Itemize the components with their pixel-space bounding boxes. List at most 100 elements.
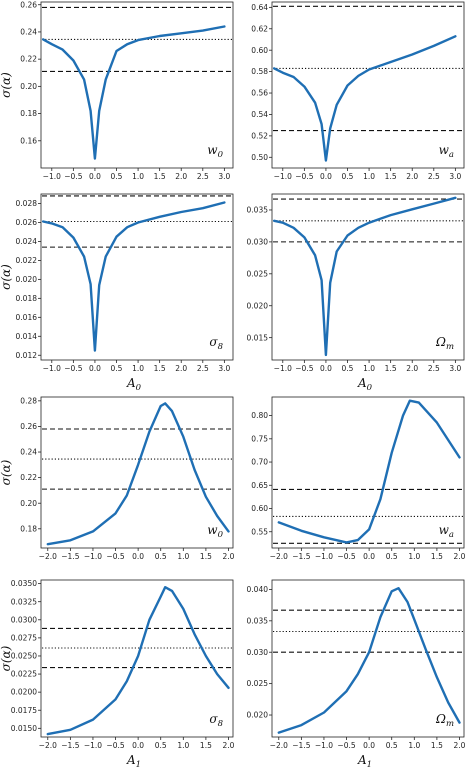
y-tick-label: 0.24	[20, 28, 37, 37]
x-tick-label: −0.5	[295, 172, 313, 181]
y-tick-label: 0.024	[16, 237, 38, 246]
x-tick-label: 3.0	[449, 364, 461, 373]
x-tick-label: 0.0	[320, 172, 332, 181]
x-tick-label: −2.0	[39, 741, 57, 750]
x-tick-label: 0.5	[111, 364, 123, 373]
y-tick-label: 0.026	[16, 218, 38, 227]
x-tick-label: 0.5	[155, 741, 167, 750]
y-axis-label: σ(α)	[0, 645, 13, 671]
x-tick-label: 2.5	[197, 364, 209, 373]
x-tick-label: 1.0	[177, 741, 189, 750]
y-tick-label: 0.012	[16, 351, 38, 360]
x-tick-label: 1.0	[408, 741, 420, 750]
y-tick-label: 0.55	[251, 527, 268, 536]
x-tick-label: 2.0	[454, 552, 466, 561]
x-tick-label: 2.5	[428, 172, 440, 181]
panel-top-left: −1.0 −0.5 0.0 0.5 1.0 1.5 2.0 2.5 3.0 0.16 0.18 0.2…	[0, 0, 234, 181]
x-tick-label: 1.5	[200, 552, 212, 561]
axes-frame	[271, 193, 465, 361]
x-tick-label: −1.0	[315, 741, 333, 750]
panel-bottom-right: −2.0 −1.5 −1.0 −0.5 0.0 0.5 1.0 1.5 2.0 0.020 0.02…	[247, 579, 466, 769]
y-tick-label: 0.015	[247, 333, 269, 342]
axes-frame	[40, 396, 234, 549]
panel-lower-right: −2.0 −1.5 −1.0 −0.5 0.0 0.5 1.0 1.5 2.0 0.55 0.60 0…	[251, 396, 466, 561]
sigma-curve	[46, 586, 230, 736]
x-tick-label: −1.0	[43, 172, 61, 181]
x-tick-label: 1.0	[363, 364, 375, 373]
x-tick-label: 1.5	[200, 741, 212, 750]
y-tick-label: 0.60	[251, 504, 268, 513]
x-tick-label: −1.0	[84, 552, 102, 561]
x-tick-label: 0.5	[155, 552, 167, 561]
sigma-curve	[42, 201, 226, 352]
y-tick-label: 0.65	[251, 481, 268, 490]
y-tick-label: 0.60	[251, 46, 268, 55]
x-tick-label: 0.0	[89, 364, 101, 373]
y-tick-label: 0.16	[20, 136, 37, 145]
panel-corner-label: σ8	[209, 712, 223, 729]
x-tick-label: −0.5	[295, 364, 313, 373]
x-tick-label: 3.0	[218, 172, 230, 181]
x-tick-label: 3.0	[449, 172, 461, 181]
y-tick-label: 0.20	[20, 499, 37, 508]
y-tick-label: 0.016	[16, 313, 38, 322]
y-tick-label: 0.26	[20, 0, 37, 9]
x-tick-label: −2.0	[270, 552, 288, 561]
x-tick-label: −2.0	[270, 741, 288, 750]
x-tick-label: 1.5	[385, 364, 397, 373]
sigma-curve	[273, 196, 457, 357]
axes-frame	[40, 193, 234, 361]
panel-mid-right: −1.0 −0.5 0.0 0.5 1.0 1.5 2.0 2.5 3.0 0.015 0.020 0…	[247, 193, 465, 393]
y-tick-label: 0.26	[20, 422, 37, 431]
y-tick-label: 0.020	[247, 301, 269, 310]
axes-frame	[271, 579, 465, 738]
x-tick-label: −1.0	[274, 172, 292, 181]
y-tick-label: 0.030	[247, 648, 269, 657]
x-tick-label: 1.0	[132, 172, 144, 181]
y-tick-label: 0.0200	[11, 688, 37, 697]
sigma-curve	[273, 35, 457, 162]
y-tick-label: 0.025	[247, 679, 269, 688]
x-tick-label: −0.5	[337, 741, 355, 750]
x-tick-label: −2.0	[39, 552, 57, 561]
x-tick-label: −0.5	[337, 552, 355, 561]
y-tick-label: 0.70	[251, 458, 268, 467]
y-tick-label: 0.025	[247, 269, 269, 278]
x-tick-label: −0.5	[64, 364, 82, 373]
y-tick-label: 0.0350	[11, 579, 37, 588]
sigma-curve	[42, 25, 226, 160]
y-tick-label: 0.18	[20, 109, 37, 118]
y-tick-label: 0.64	[251, 3, 268, 12]
y-tick-label: 0.0175	[11, 706, 37, 715]
x-tick-label: 2.0	[406, 172, 418, 181]
panel-corner-label: wa	[439, 523, 454, 540]
x-tick-label: 0.5	[342, 364, 354, 373]
y-tick-label: 0.0250	[11, 652, 37, 661]
y-tick-label: 0.0275	[11, 633, 37, 642]
y-tick-label: 0.0225	[11, 670, 37, 679]
x-tick-label: 0.5	[342, 172, 354, 181]
axes-frame	[271, 396, 465, 549]
panel-corner-label: w0	[207, 523, 223, 540]
y-tick-label: 0.030	[247, 237, 269, 246]
y-tick-label: 0.040	[247, 585, 269, 594]
y-tick-label: 0.54	[251, 110, 268, 119]
x-tick-label: −1.5	[61, 741, 79, 750]
x-tick-label: 0.5	[386, 741, 398, 750]
x-tick-label: 0.0	[89, 172, 101, 181]
x-tick-label: 2.0	[223, 552, 235, 561]
y-tick-label: 0.22	[20, 473, 37, 482]
x-tick-label: 2.0	[454, 741, 466, 750]
y-tick-label: 0.18	[20, 524, 37, 533]
panel-corner-label: wa	[439, 143, 454, 160]
x-tick-label: 0.0	[363, 552, 375, 561]
x-tick-label: 2.0	[223, 741, 235, 750]
panel-corner-label: Ωm	[435, 712, 454, 729]
y-tick-label: 0.52	[251, 131, 268, 140]
x-tick-label: 3.0	[218, 364, 230, 373]
x-tick-label: 0.5	[386, 552, 398, 561]
y-axis-label: σ(α)	[0, 72, 13, 98]
x-tick-label: −1.5	[61, 552, 79, 561]
x-axis-label: A0	[357, 376, 373, 393]
